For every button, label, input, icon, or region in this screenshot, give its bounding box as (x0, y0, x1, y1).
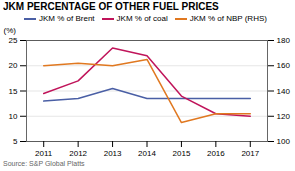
html-text:Source: S&P Global Platts: Source: S&P Global Platts (3, 160, 85, 167)
svg-text:5: 5 (13, 137, 18, 146)
svg-text:2011: 2011 (35, 149, 53, 158)
svg-text:25: 25 (9, 36, 18, 45)
html-text:JKM % of NBP (RHS): JKM % of NBP (RHS) (189, 14, 267, 23)
svg-text:160: 160 (277, 61, 291, 70)
svg-text:2013: 2013 (104, 149, 122, 158)
svg-text:2016: 2016 (207, 149, 225, 158)
svg-text:10: 10 (9, 112, 18, 121)
svg-text:100: 100 (277, 137, 291, 146)
svg-text:(%): (%) (4, 26, 17, 35)
html-text:JKM % of coal: JKM % of coal (116, 14, 168, 23)
svg-text:2015: 2015 (173, 149, 191, 158)
svg-text:2017: 2017 (241, 149, 259, 158)
svg-text:15: 15 (9, 87, 18, 96)
html-text:JKM % of Brent: JKM % of Brent (39, 14, 95, 23)
svg-text:180: 180 (277, 36, 291, 45)
svg-text:2012: 2012 (69, 149, 87, 158)
svg-text:20: 20 (9, 61, 18, 70)
svg-text:2014: 2014 (138, 149, 156, 158)
html-text:JKM PERCENTAGE OF OTHER FUEL P: JKM PERCENTAGE OF OTHER FUEL PRICES (3, 1, 219, 12)
svg-text:120: 120 (277, 112, 291, 121)
svg-text:140: 140 (277, 87, 291, 96)
